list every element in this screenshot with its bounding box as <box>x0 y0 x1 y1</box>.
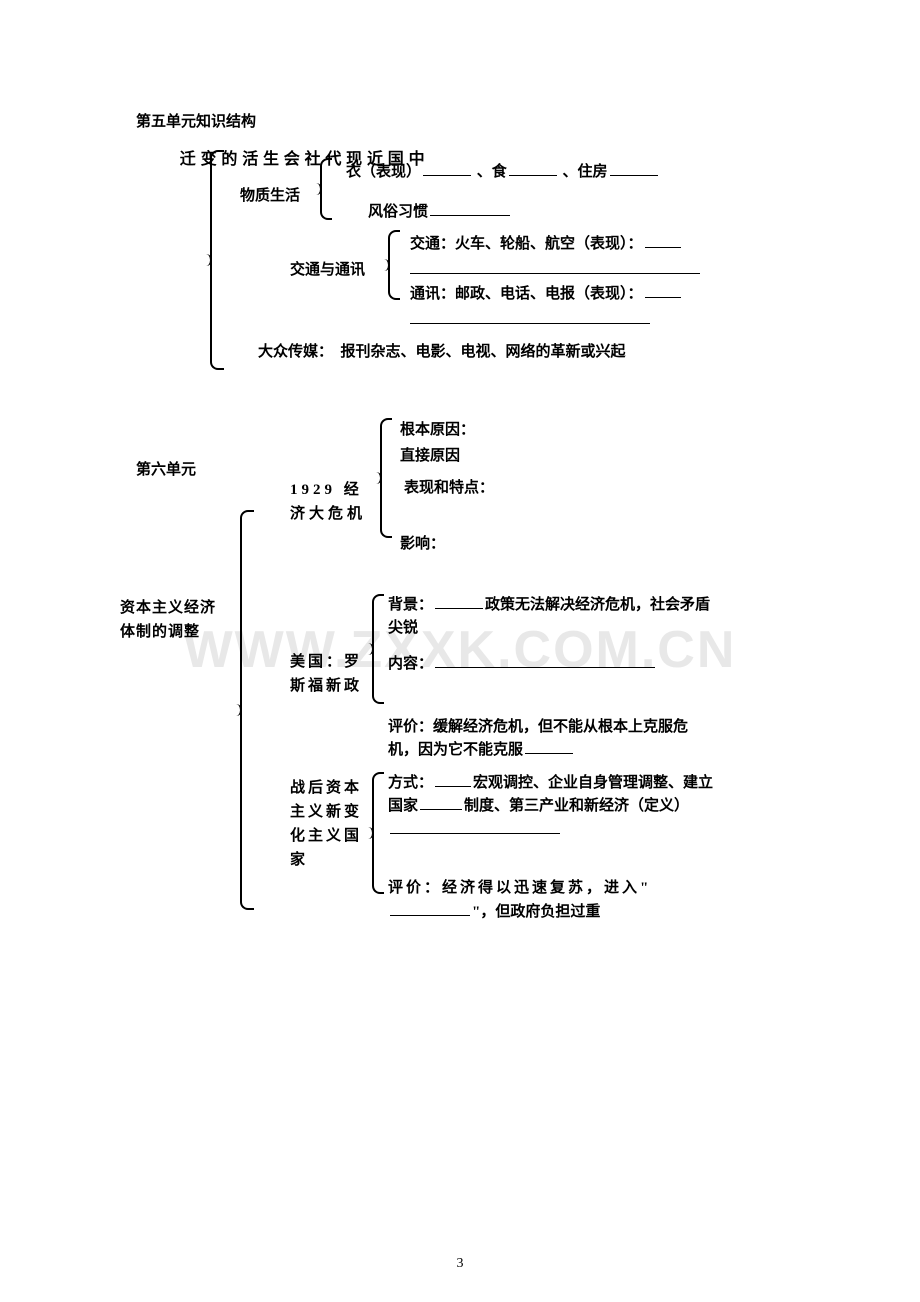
brace <box>210 150 224 370</box>
transport-line2-cont <box>410 306 650 329</box>
newdeal-bg: 背景：政策无法解决经济危机，社会矛盾尖锐 <box>388 594 718 641</box>
materiallife-line2: 风俗习惯 <box>368 200 512 221</box>
unit6-root: 资本主义经济体制的调整 <box>120 596 230 644</box>
transport-label: 交通与通讯 <box>290 258 365 279</box>
crisis-line1: 根本原因： <box>400 418 475 439</box>
brace <box>372 594 384 704</box>
materiallife-line1: 衣（表现） 、食 、住房 <box>346 160 660 181</box>
crisis-line4: 影响： <box>400 532 445 553</box>
brace <box>240 510 254 910</box>
page-number: 3 <box>457 1256 464 1272</box>
transport-line1-cont <box>410 256 700 279</box>
newdeal-content: 内容： <box>388 652 657 673</box>
newdeal-eval: 评价：缓解经济危机，但不能从根本上克服危机，因为它不能克服 <box>388 716 708 763</box>
postwar-eval: 评价：经济得以迅速复苏，进入""，但政府负担过重 <box>388 876 728 924</box>
crisis-label: 1929 经济大危机 <box>290 478 372 526</box>
postwar-method: 方式：宏观调控、企业自身管理调整、建立国家制度、第三产业和新经济（定义） <box>388 772 728 842</box>
unit5-heading: 第五单元知识结构 <box>136 110 256 131</box>
brace <box>372 772 384 894</box>
crisis-line2: 直接原因 <box>400 444 460 465</box>
brace <box>320 158 332 220</box>
media-label: 大众传媒： 报刊杂志、电影、电视、网络的革新或兴起 <box>258 340 626 361</box>
crisis-line3: 表现和特点： <box>404 476 494 497</box>
postwar-label: 战后资本主义新变化主义国家 <box>290 776 362 872</box>
materiallife-label: 物质生活 <box>240 184 300 205</box>
transport-line1: 交通：火车、轮船、航空（表现）： <box>410 232 683 253</box>
unit6-heading: 第六单元 <box>136 458 196 479</box>
brace <box>388 230 400 300</box>
brace <box>380 418 392 538</box>
transport-line2: 通讯：邮政、电话、电报（表现）： <box>410 282 683 303</box>
newdeal-label: 美国：罗斯福新政 <box>290 650 372 698</box>
